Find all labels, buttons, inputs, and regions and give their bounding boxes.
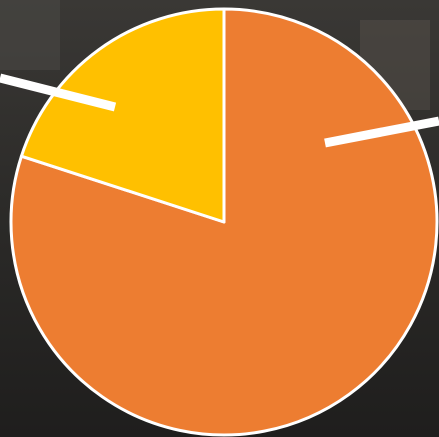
pie-slice (19, 7, 226, 224)
pie (9, 7, 439, 437)
background-detail (0, 0, 60, 70)
leader-line (0, 73, 117, 112)
leader-line (324, 116, 439, 148)
